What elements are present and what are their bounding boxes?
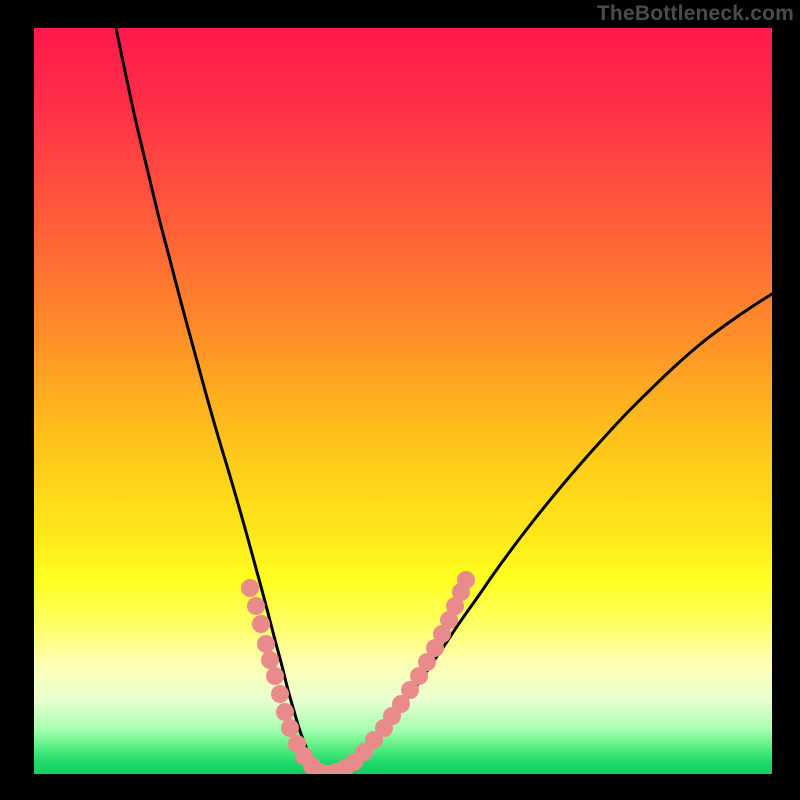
- marker-dot: [261, 651, 279, 669]
- marker-dot: [457, 571, 475, 589]
- marker-dot: [241, 579, 259, 597]
- chart-svg: [34, 28, 772, 774]
- marker-dot: [276, 703, 294, 721]
- marker-dot: [266, 667, 284, 685]
- marker-dot: [281, 719, 299, 737]
- curve-left: [116, 28, 321, 774]
- marker-dot: [247, 597, 265, 615]
- plot-area: [34, 28, 772, 774]
- canvas-root: TheBottleneck.com: [0, 0, 800, 800]
- watermark-text: TheBottleneck.com: [597, 2, 794, 26]
- marker-dot: [252, 615, 270, 633]
- marker-group: [241, 571, 475, 774]
- marker-dot: [257, 635, 275, 653]
- marker-dot: [271, 685, 289, 703]
- curve-right: [321, 294, 772, 774]
